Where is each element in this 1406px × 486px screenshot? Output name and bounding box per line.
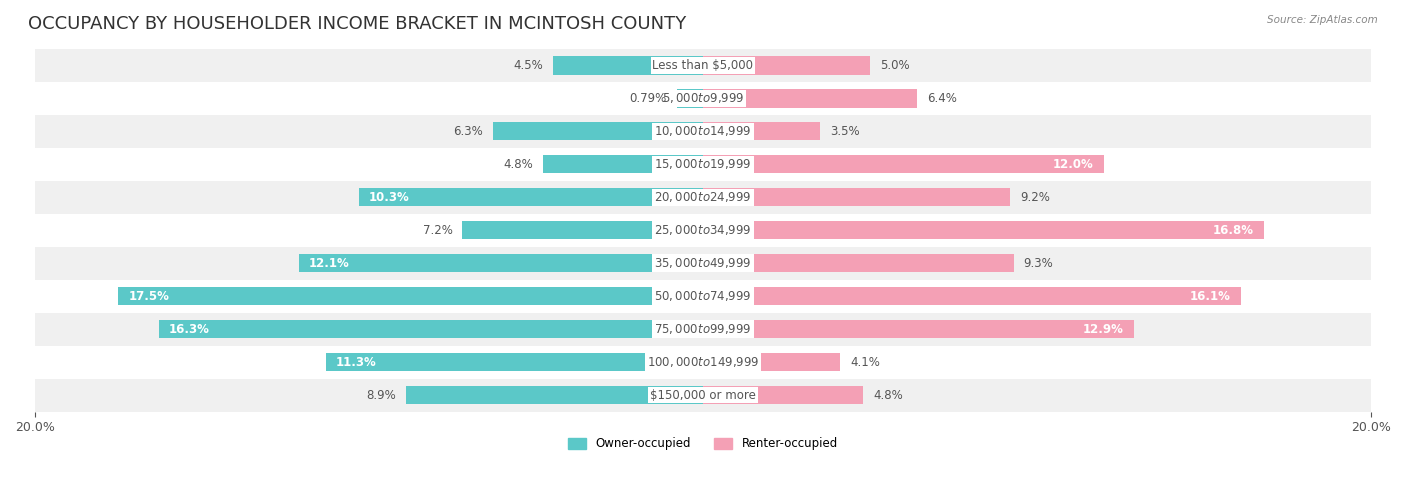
- Bar: [326, 353, 703, 371]
- Bar: [703, 254, 1014, 272]
- Text: 4.1%: 4.1%: [851, 356, 880, 368]
- Text: $20,000 to $24,999: $20,000 to $24,999: [654, 191, 752, 204]
- Bar: [703, 89, 917, 107]
- Bar: [159, 320, 703, 338]
- Bar: [118, 287, 703, 305]
- Text: 7.2%: 7.2%: [423, 224, 453, 237]
- Text: 10.3%: 10.3%: [368, 191, 409, 204]
- Text: OCCUPANCY BY HOUSEHOLDER INCOME BRACKET IN MCINTOSH COUNTY: OCCUPANCY BY HOUSEHOLDER INCOME BRACKET …: [28, 15, 686, 33]
- Text: 16.8%: 16.8%: [1213, 224, 1254, 237]
- Text: 4.8%: 4.8%: [503, 158, 533, 171]
- Text: 16.1%: 16.1%: [1189, 290, 1230, 303]
- Bar: [35, 312, 1371, 346]
- Text: 6.3%: 6.3%: [453, 125, 482, 138]
- Text: 9.3%: 9.3%: [1024, 257, 1053, 270]
- Text: 12.1%: 12.1%: [309, 257, 350, 270]
- Bar: [35, 379, 1371, 412]
- Bar: [703, 287, 1240, 305]
- Bar: [359, 188, 703, 207]
- Text: 6.4%: 6.4%: [927, 92, 956, 105]
- Text: 0.79%: 0.79%: [630, 92, 666, 105]
- Text: $25,000 to $34,999: $25,000 to $34,999: [654, 223, 752, 237]
- Bar: [299, 254, 703, 272]
- Bar: [703, 56, 870, 74]
- Text: 11.3%: 11.3%: [336, 356, 377, 368]
- Bar: [35, 346, 1371, 379]
- Bar: [35, 181, 1371, 214]
- Text: 12.9%: 12.9%: [1083, 323, 1123, 336]
- Bar: [703, 320, 1133, 338]
- Bar: [35, 49, 1371, 82]
- Text: $5,000 to $9,999: $5,000 to $9,999: [662, 91, 744, 105]
- Bar: [553, 56, 703, 74]
- Bar: [703, 188, 1011, 207]
- Bar: [35, 115, 1371, 148]
- Text: $35,000 to $49,999: $35,000 to $49,999: [654, 256, 752, 270]
- Text: 4.8%: 4.8%: [873, 388, 903, 401]
- Text: Source: ZipAtlas.com: Source: ZipAtlas.com: [1267, 15, 1378, 25]
- Text: $100,000 to $149,999: $100,000 to $149,999: [647, 355, 759, 369]
- Text: 5.0%: 5.0%: [880, 59, 910, 72]
- Text: 4.5%: 4.5%: [513, 59, 543, 72]
- Bar: [703, 353, 839, 371]
- Bar: [543, 156, 703, 174]
- Text: 3.5%: 3.5%: [830, 125, 859, 138]
- Text: Less than $5,000: Less than $5,000: [652, 59, 754, 72]
- Bar: [703, 221, 1264, 239]
- Text: $50,000 to $74,999: $50,000 to $74,999: [654, 289, 752, 303]
- Text: 17.5%: 17.5%: [128, 290, 169, 303]
- Bar: [35, 247, 1371, 280]
- Bar: [703, 122, 820, 140]
- Legend: Owner-occupied, Renter-occupied: Owner-occupied, Renter-occupied: [564, 433, 842, 455]
- Text: $10,000 to $14,999: $10,000 to $14,999: [654, 124, 752, 139]
- Text: $75,000 to $99,999: $75,000 to $99,999: [654, 322, 752, 336]
- Text: 9.2%: 9.2%: [1021, 191, 1050, 204]
- Bar: [35, 148, 1371, 181]
- Text: 8.9%: 8.9%: [366, 388, 395, 401]
- Bar: [35, 280, 1371, 312]
- Text: $150,000 or more: $150,000 or more: [650, 388, 756, 401]
- Bar: [703, 156, 1104, 174]
- Text: 16.3%: 16.3%: [169, 323, 209, 336]
- Text: 12.0%: 12.0%: [1053, 158, 1094, 171]
- Bar: [406, 386, 703, 404]
- Bar: [703, 386, 863, 404]
- Bar: [492, 122, 703, 140]
- Text: $15,000 to $19,999: $15,000 to $19,999: [654, 157, 752, 172]
- Bar: [676, 89, 703, 107]
- Bar: [463, 221, 703, 239]
- Bar: [35, 214, 1371, 247]
- Bar: [35, 82, 1371, 115]
